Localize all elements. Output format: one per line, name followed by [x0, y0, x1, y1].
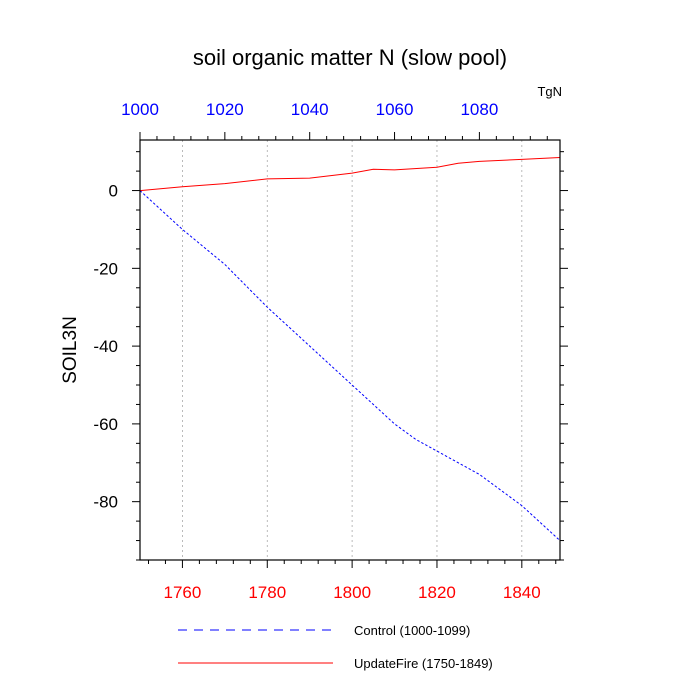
x-bottom-tick-label: 1840	[503, 583, 541, 602]
y-axis-label: SOIL3N	[60, 316, 81, 384]
data-series	[139, 157, 561, 541]
plot-frame	[139, 139, 561, 561]
y-tick-label: -20	[93, 259, 118, 278]
series-line	[139, 157, 561, 192]
series-line	[139, 190, 561, 541]
x-top-tick-label: 1060	[376, 100, 414, 119]
y-tick-label: -80	[93, 493, 118, 512]
x-top-tick-label: 1000	[121, 100, 159, 119]
x-bottom-tick-label: 1820	[418, 583, 456, 602]
x-bottom-tick-label: 1760	[164, 583, 202, 602]
legend-label: Control (1000-1099)	[354, 623, 470, 638]
legend: Control (1000-1099) UpdateFire (1750-1849…	[178, 623, 493, 671]
x-bottom-tick-label: 1780	[248, 583, 286, 602]
chart-title: soil organic matter N (slow pool)	[193, 45, 507, 70]
units-label: TgN	[537, 84, 562, 99]
x-top-tick-label: 1020	[206, 100, 244, 119]
grid-lines	[182, 140, 523, 560]
x-top-tick-label: 1040	[291, 100, 329, 119]
x-bottom-tick-label: 1800	[333, 583, 371, 602]
y-tick-label: -60	[93, 415, 118, 434]
legend-label: UpdateFire (1750-1849)	[354, 656, 493, 671]
x-top-tick-label: 1080	[460, 100, 498, 119]
y-tick-label: 0	[109, 182, 118, 201]
y-tick-label: -40	[93, 337, 118, 356]
axes: 0 -20 -40 -60 -80 1760 1780 1800 1820 1840 1000 102…	[93, 100, 568, 602]
